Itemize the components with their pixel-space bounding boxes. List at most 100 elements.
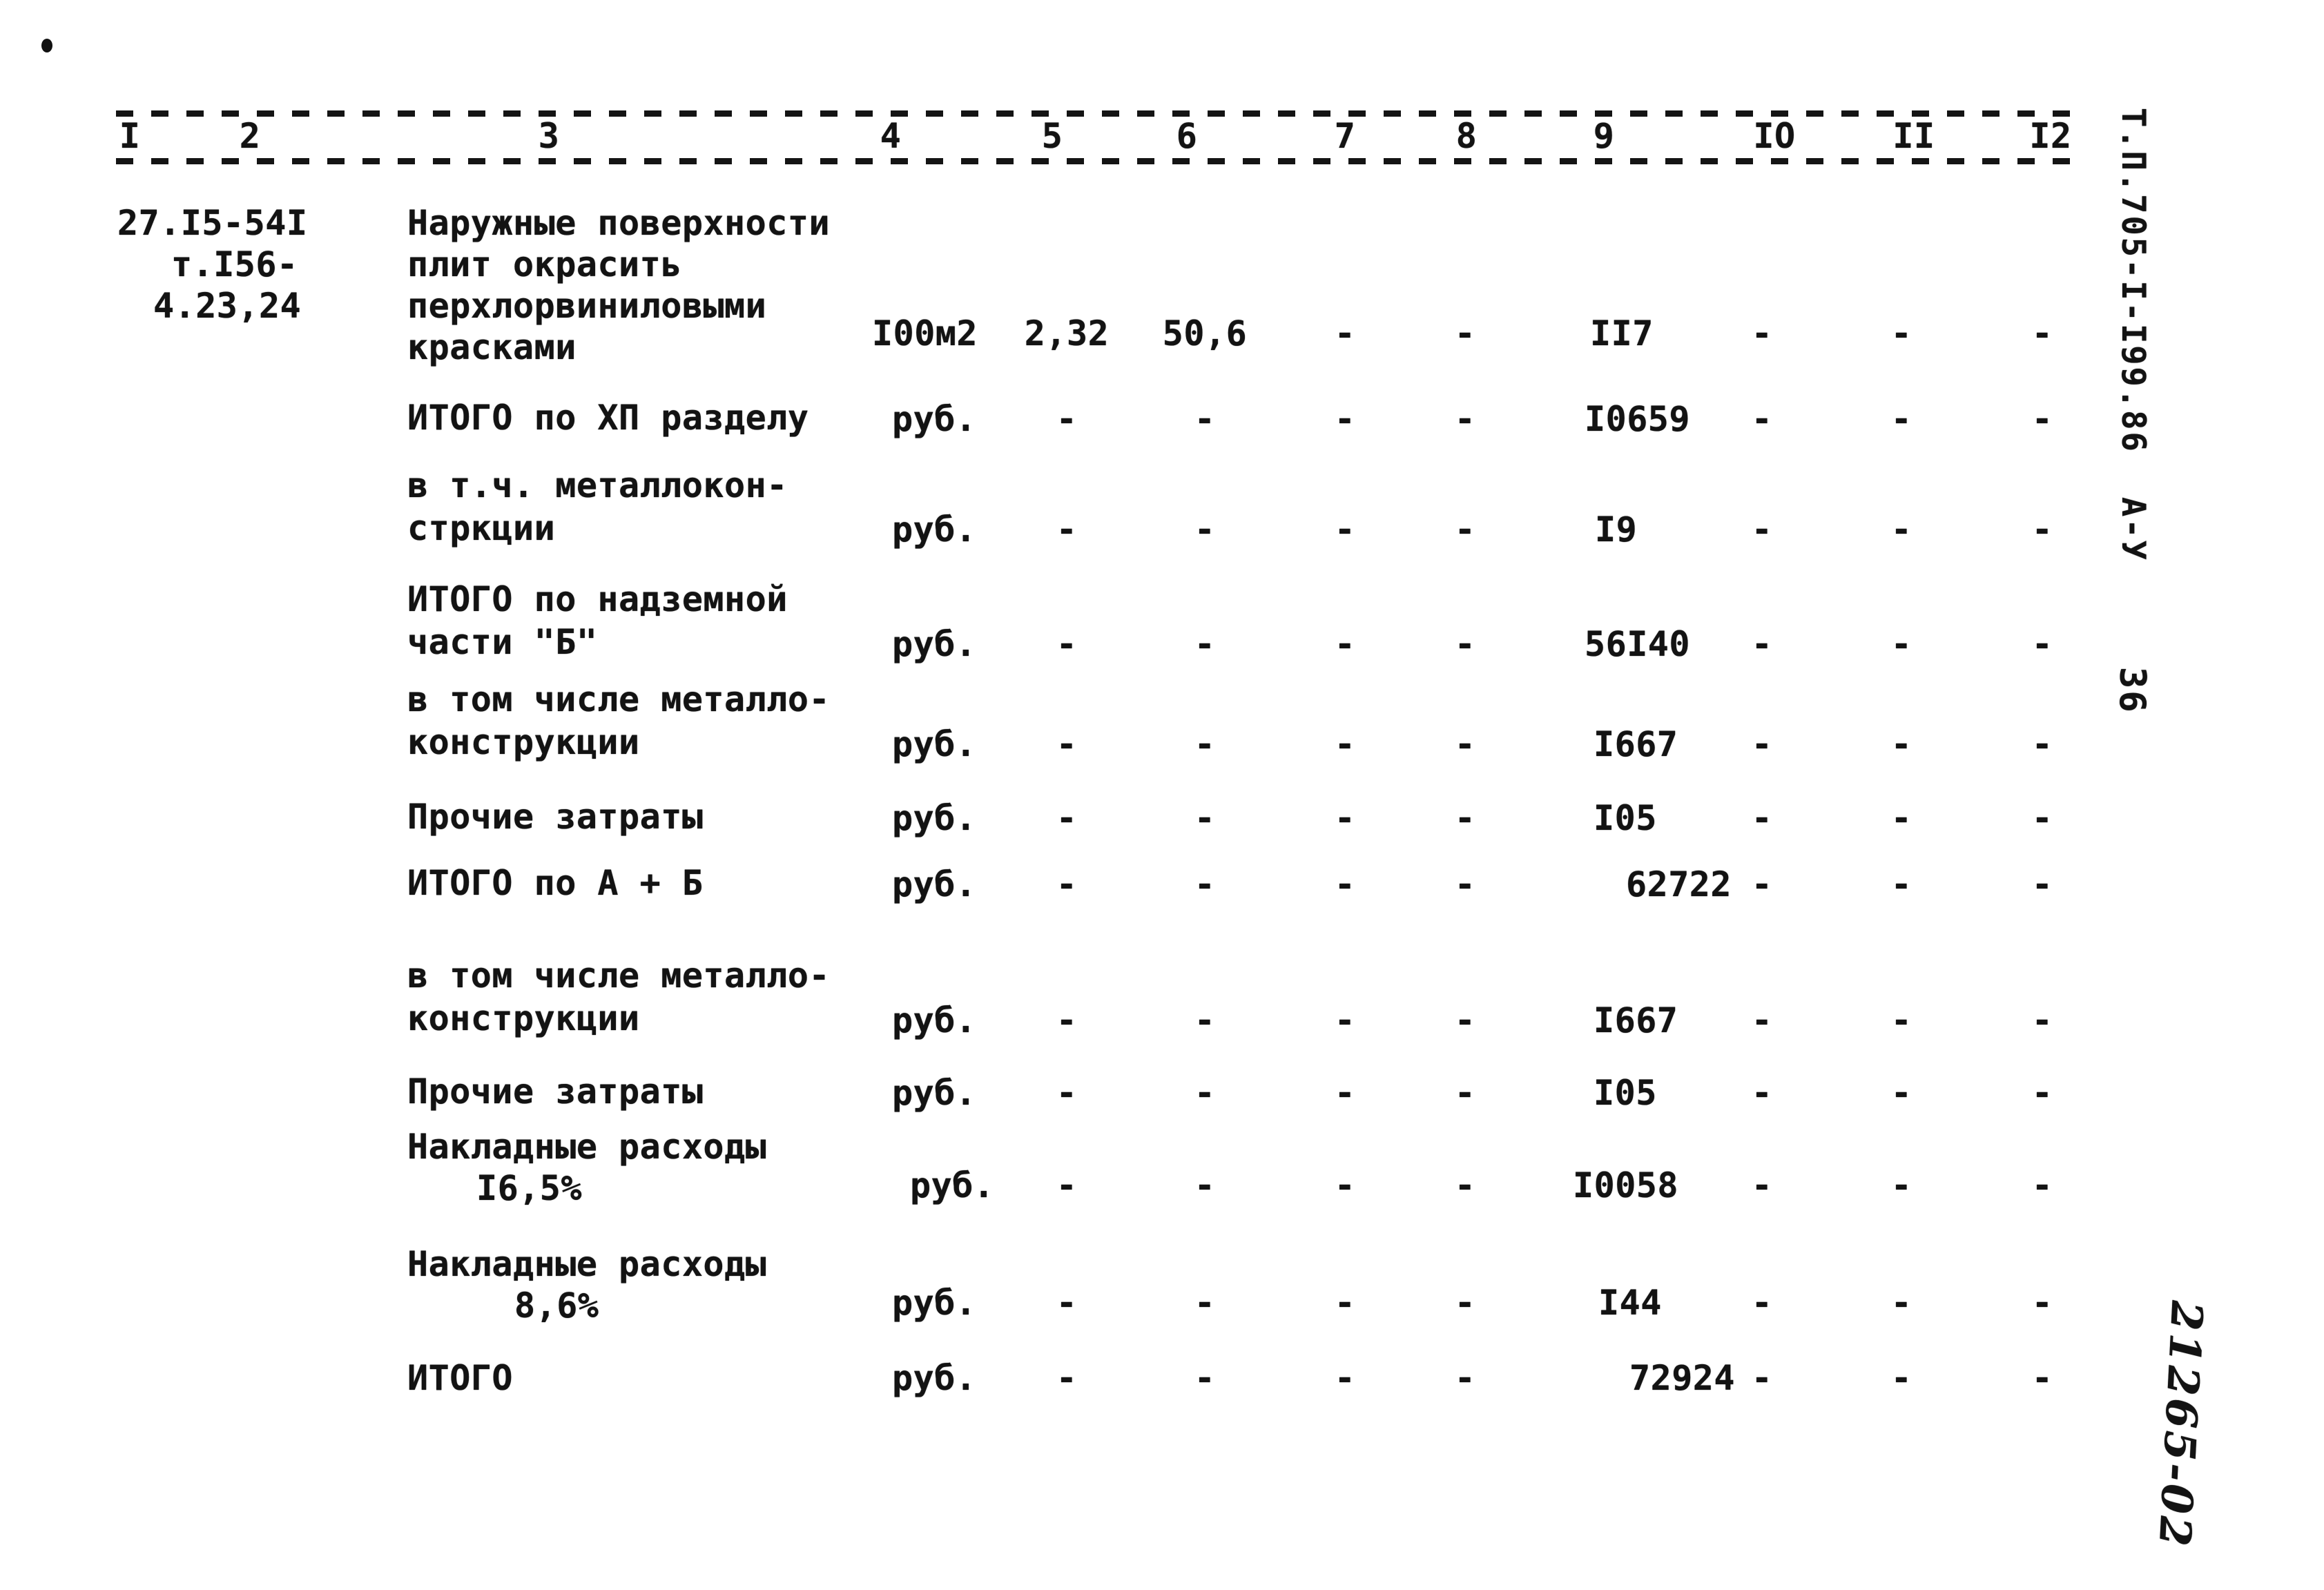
cell-c12-v-tom-chisle-metallokonstrukcii-1: -	[2031, 724, 2053, 764]
row-label-prochie-zatraty-2-line-1: Прочие затраты	[407, 1072, 704, 1112]
unit-cell-itogo-po-a-plus-b: руб.	[892, 864, 977, 904]
cost-value-nakladnye-rashody-8-6: I44	[1598, 1283, 1662, 1323]
project-code-vertical-label: Т.П.705-I-I99.86	[2114, 108, 2152, 454]
row-label-v-tch-metallokonstrkcii-line-1: в т.ч. металлокон-	[407, 465, 788, 505]
cell-c12-itogo-po-xii-razdelu: -	[2031, 399, 2053, 439]
cell-c6-v-tch-metallokonstrkcii: -	[1194, 510, 1216, 550]
cell-c6-naruzhnye-poverhnosti: 50,6	[1162, 313, 1248, 353]
unit-cell-v-tom-chisle-metallokonstrukcii-2: руб.	[892, 1000, 977, 1040]
cell-c12-itogo-po-a-plus-b: -	[2031, 864, 2053, 904]
inventory-number-handwritten: 21265-02	[2149, 1299, 2213, 1551]
cell-c11-itogo-total: -	[1890, 1358, 1913, 1398]
cell-c7-itogo-total: -	[1334, 1358, 1356, 1398]
cost-value-prochie-zatraty-2: I05	[1594, 1073, 1657, 1113]
cell-c10-v-tch-metallokonstrkcii: -	[1751, 510, 1773, 550]
page-number-vertical-label: 36	[2111, 667, 2153, 715]
row-label-itogo-total-line-1: ИТОГО	[407, 1358, 514, 1398]
cell-c5-v-tom-chisle-metallokonstrukcii-2: -	[1056, 1000, 1078, 1040]
unit-cell-itogo-po-nadzemnoy-chasti-b: руб.	[892, 624, 977, 664]
cell-c11-v-tom-chisle-metallokonstrukcii-1: -	[1890, 724, 1913, 764]
row-label-v-tch-metallokonstrkcii-line-2: стркции	[407, 508, 556, 548]
column-header-IO: IO	[1753, 116, 1796, 156]
column-header-5: 5	[1041, 116, 1063, 156]
cell-c11-v-tch-metallokonstrkcii: -	[1890, 510, 1913, 550]
cell-c8-v-tom-chisle-metallokonstrukcii-1: -	[1454, 724, 1476, 764]
cell-c10-nakladnye-rashody-8-6: -	[1751, 1283, 1773, 1323]
cell-c12-naruzhnye-poverhnosti: -	[2031, 313, 2053, 353]
cell-c10-itogo-po-xii-razdelu: -	[1751, 399, 1773, 439]
cost-value-itogo-po-a-plus-b: 62722	[1626, 864, 1732, 904]
cell-c6-itogo-po-a-plus-b: -	[1194, 864, 1216, 904]
cell-c6-nakladnye-rashody-8-6: -	[1194, 1283, 1216, 1323]
cell-c12-itogo-po-nadzemnoy-chasti-b: -	[2031, 624, 2053, 664]
cell-c10-naruzhnye-poverhnosti: -	[1751, 313, 1773, 353]
column-header-6: 6	[1176, 116, 1198, 156]
row-label-v-tom-chisle-metallokonstrukcii-1-line-1: в том числе металло-	[407, 679, 831, 719]
cell-c7-itogo-po-nadzemnoy-chasti-b: -	[1334, 624, 1356, 664]
cell-c7-v-tom-chisle-metallokonstrukcii-2: -	[1334, 1000, 1356, 1040]
cost-value-v-tom-chisle-metallokonstrukcii-2: I667	[1594, 1000, 1678, 1040]
album-code-vertical-label: А-У	[2114, 497, 2152, 562]
cell-c6-v-tom-chisle-metallokonstrukcii-2: -	[1194, 1000, 1216, 1040]
cell-c5-itogo-po-xii-razdelu: -	[1056, 399, 1078, 439]
row-label-v-tom-chisle-metallokonstrukcii-2-line-1: в том числе металло-	[407, 956, 831, 996]
unit-cell-itogo-po-xii-razdelu: руб.	[892, 399, 977, 439]
cost-value-itogo-po-xii-razdelu: I0659	[1585, 399, 1691, 439]
cell-c8-itogo-po-a-plus-b: -	[1454, 864, 1476, 904]
column-header-9: 9	[1593, 116, 1615, 156]
cell-c6-prochie-zatraty-1: -	[1194, 798, 1216, 838]
cell-c7-v-tom-chisle-metallokonstrukcii-1: -	[1334, 724, 1356, 764]
scan-speck	[41, 39, 52, 52]
column-header-7: 7	[1334, 116, 1356, 156]
cell-c7-itogo-po-xii-razdelu: -	[1334, 399, 1356, 439]
cell-c11-prochie-zatraty-2: -	[1890, 1073, 1913, 1113]
unit-cell-v-tch-metallokonstrkcii: руб.	[892, 510, 977, 550]
column-header-8: 8	[1455, 116, 1478, 156]
cell-c5-nakladnye-rashody-8-6: -	[1056, 1283, 1078, 1323]
cell-c12-v-tom-chisle-metallokonstrukcii-2: -	[2031, 1000, 2053, 1040]
row-label-naruzhnye-poverhnosti-line-1: Наружные поверхности	[407, 203, 831, 243]
cell-c8-prochie-zatraty-2: -	[1454, 1073, 1476, 1113]
cell-c11-itogo-po-a-plus-b: -	[1890, 864, 1913, 904]
cell-c11-v-tom-chisle-metallokonstrukcii-2: -	[1890, 1000, 1913, 1040]
cell-c10-itogo-po-a-plus-b: -	[1751, 864, 1773, 904]
cell-c5-nakladnye-rashody-16-5: -	[1056, 1165, 1078, 1205]
row-label-nakladnye-rashody-16-5-line-2: I6,5%	[476, 1168, 583, 1208]
unit-cell-nakladnye-rashody-16-5: руб.	[910, 1165, 995, 1205]
cell-c12-nakladnye-rashody-8-6: -	[2031, 1283, 2053, 1323]
cost-value-itogo-total: 72924	[1629, 1358, 1736, 1398]
cost-value-itogo-po-nadzemnoy-chasti-b: 56I40	[1585, 624, 1691, 664]
cell-c5-v-tch-metallokonstrkcii: -	[1056, 510, 1078, 550]
row-label-itogo-po-nadzemnoy-chasti-b-line-1: ИТОГО по надземной	[407, 579, 788, 619]
cell-c11-itogo-po-xii-razdelu: -	[1890, 399, 1913, 439]
row-label-nakladnye-rashody-8-6-line-2: 8,6%	[514, 1286, 599, 1326]
cell-c11-prochie-zatraty-1: -	[1890, 798, 1913, 838]
cell-c7-naruzhnye-poverhnosti: -	[1334, 313, 1356, 353]
cell-c12-nakladnye-rashody-16-5: -	[2031, 1165, 2053, 1205]
cell-c5-v-tom-chisle-metallokonstrukcii-1: -	[1056, 724, 1078, 764]
cell-c10-itogo-po-nadzemnoy-chasti-b: -	[1751, 624, 1773, 664]
cell-c10-prochie-zatraty-1: -	[1751, 798, 1773, 838]
cell-c8-itogo-po-xii-razdelu: -	[1454, 399, 1476, 439]
cost-value-nakladnye-rashody-16-5: I0058	[1573, 1165, 1679, 1205]
cell-c6-itogo-po-xii-razdelu: -	[1194, 399, 1216, 439]
row-label-nakladnye-rashody-16-5-line-1: Накладные расходы	[407, 1127, 767, 1167]
cell-c12-v-tch-metallokonstrkcii: -	[2031, 510, 2053, 550]
row-label-naruzhnye-poverhnosti-line-2: плит окрасить	[407, 244, 682, 284]
cell-c7-v-tch-metallokonstrkcii: -	[1334, 510, 1356, 550]
item-code-line-2: т.I56-	[171, 244, 298, 284]
row-label-v-tom-chisle-metallokonstrukcii-1-line-2: конструкции	[407, 722, 640, 762]
cell-c8-nakladnye-rashody-16-5: -	[1454, 1165, 1476, 1205]
cell-c8-itogo-po-nadzemnoy-chasti-b: -	[1454, 624, 1476, 664]
unit-cell-naruzhnye-poverhnosti: I00м2	[872, 313, 978, 353]
cell-c5-prochie-zatraty-1: -	[1056, 798, 1078, 838]
cell-c5-itogo-po-nadzemnoy-chasti-b: -	[1056, 624, 1078, 664]
cell-c6-itogo-total: -	[1194, 1358, 1216, 1398]
unit-cell-itogo-total: руб.	[892, 1358, 977, 1398]
cell-c10-prochie-zatraty-2: -	[1751, 1073, 1773, 1113]
cost-value-v-tch-metallokonstrkcii: I9	[1595, 510, 1638, 550]
cell-c6-prochie-zatraty-2: -	[1194, 1073, 1216, 1113]
cell-c7-prochie-zatraty-1: -	[1334, 798, 1356, 838]
cost-value-prochie-zatraty-1: I05	[1594, 798, 1657, 838]
header-dash-line-top	[116, 110, 2080, 117]
